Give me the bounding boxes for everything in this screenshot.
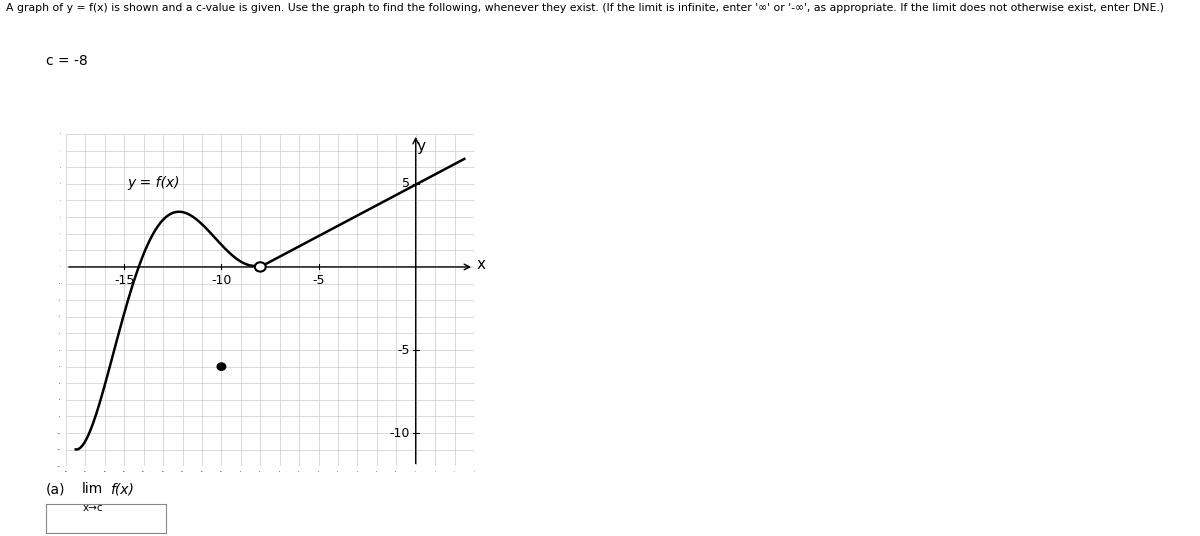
Text: f(x): f(x)	[110, 482, 134, 496]
Text: -5: -5	[397, 344, 410, 356]
Text: y = f(x): y = f(x)	[127, 176, 180, 190]
Text: lim: lim	[82, 482, 103, 496]
Text: -10: -10	[211, 273, 232, 287]
Text: (a): (a)	[46, 482, 65, 496]
Circle shape	[254, 262, 265, 272]
Text: A graph of y = f(x) is shown and a c-value is given. Use the graph to find the f: A graph of y = f(x) is shown and a c-val…	[6, 3, 1164, 13]
Text: c = -8: c = -8	[46, 54, 88, 68]
Text: -15: -15	[114, 273, 134, 287]
Text: 5: 5	[402, 177, 410, 190]
Text: y: y	[416, 139, 425, 154]
Text: x→c: x→c	[83, 503, 103, 513]
Circle shape	[217, 363, 226, 370]
Text: -5: -5	[312, 273, 325, 287]
Text: x: x	[476, 257, 486, 272]
Text: -10: -10	[390, 427, 410, 440]
